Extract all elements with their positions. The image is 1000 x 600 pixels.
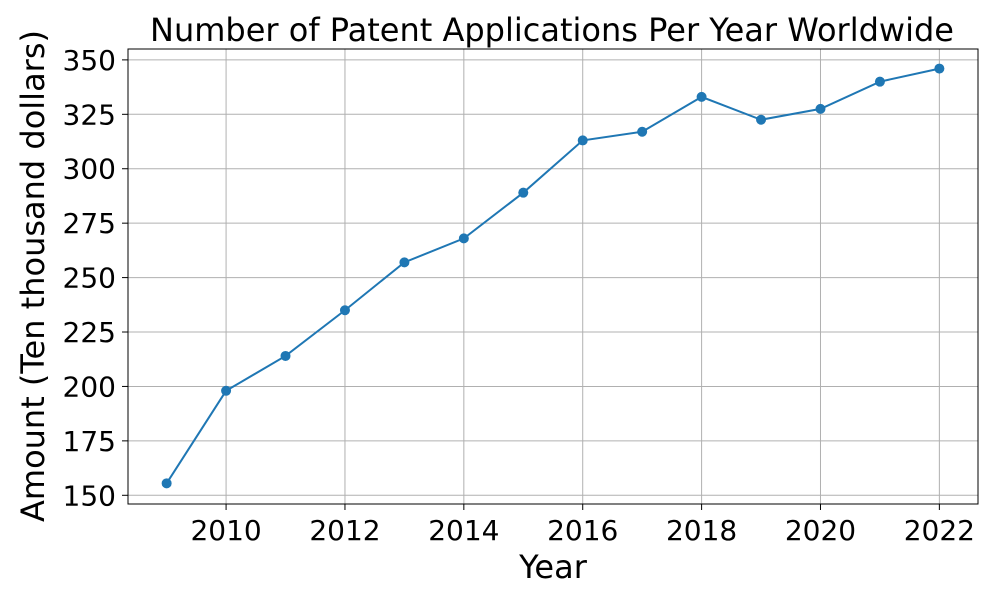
y-tick-label: 350	[63, 44, 116, 77]
x-tick-label: 2014	[428, 514, 499, 547]
series-layer	[161, 63, 945, 489]
chart-title: Number of Patent Applications Per Year W…	[150, 11, 954, 49]
y-axis-label: Amount (Ten thousand dollars)	[14, 30, 52, 522]
data-point	[458, 233, 469, 244]
x-tick-label: 2012	[309, 514, 380, 547]
y-tick-label: 175	[63, 425, 116, 458]
y-tick-label: 250	[63, 262, 116, 295]
data-point	[577, 135, 588, 146]
grid	[128, 49, 978, 504]
y-tick-label: 300	[63, 153, 116, 186]
y-tick-label: 200	[63, 370, 116, 403]
data-point	[756, 114, 767, 125]
x-tick-label: 2018	[666, 514, 737, 547]
data-point	[518, 187, 529, 198]
y-tick-label: 325	[63, 98, 116, 131]
data-point	[399, 257, 410, 268]
series-line	[165, 67, 940, 484]
x-tick-label: 2016	[547, 514, 618, 547]
data-point	[934, 63, 945, 74]
y-tick-label: 150	[63, 479, 116, 512]
data-point	[637, 126, 648, 137]
x-tick-label: 2022	[904, 514, 975, 547]
y-tick-label: 275	[63, 207, 116, 240]
plot-area-frame	[127, 48, 979, 505]
data-point	[161, 478, 172, 489]
y-axis: 150 175 200 225 250 275 300 325 350	[63, 44, 128, 512]
data-point	[221, 385, 232, 396]
data-point	[815, 103, 826, 114]
x-axis: 2010 2012 2014 2016 2018 2020 2022	[190, 504, 975, 547]
data-point	[339, 305, 350, 316]
x-tick-label: 2020	[785, 514, 856, 547]
y-tick-label: 225	[63, 316, 116, 349]
data-point	[696, 91, 707, 102]
data-point	[874, 76, 885, 87]
x-axis-label: Year	[518, 548, 588, 586]
x-tick-label: 2010	[190, 514, 261, 547]
data-point	[280, 350, 291, 361]
